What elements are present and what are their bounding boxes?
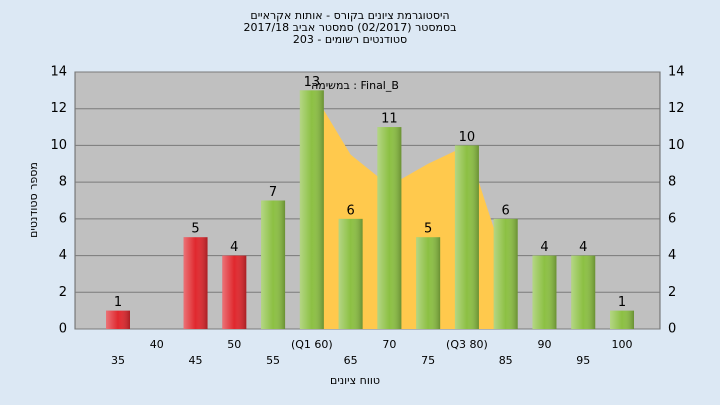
y-tick-label: 12 bbox=[50, 101, 67, 116]
y2-tick-label: 8 bbox=[668, 175, 676, 190]
bar-shade bbox=[571, 255, 596, 329]
y-tick-label: 14 bbox=[50, 65, 67, 80]
y-tick-label: 10 bbox=[50, 138, 67, 153]
x-tick-label: (Q3 80) bbox=[446, 338, 488, 351]
y-tick-label: 6 bbox=[59, 211, 67, 226]
value-label: 6 bbox=[346, 203, 354, 218]
x-tick-label: 50 bbox=[227, 338, 241, 351]
x-tick-label: 45 bbox=[189, 354, 203, 367]
value-label: 1 bbox=[114, 295, 122, 310]
value-label: 4 bbox=[579, 240, 587, 255]
y-tick-label: 8 bbox=[59, 175, 67, 190]
x-tick-label: 100 bbox=[612, 338, 633, 351]
bar-shade bbox=[454, 145, 479, 329]
x-tick-label: (Q1 60) bbox=[291, 338, 333, 351]
bar-shade bbox=[299, 90, 324, 329]
y2-tick-label: 6 bbox=[668, 211, 676, 226]
value-label: 4 bbox=[540, 240, 548, 255]
chart-title: בסמסטר (02/2017) סמסטר אביב 2017/18 bbox=[243, 21, 456, 34]
bar-shade bbox=[183, 237, 208, 329]
y2-tick-label: 0 bbox=[668, 322, 676, 337]
bar-shade bbox=[261, 200, 286, 329]
chart-title: היסטוגרמת ציונים בקורס - אותות אקראיים bbox=[250, 9, 449, 22]
x-tick-label: 40 bbox=[150, 338, 164, 351]
x-tick-label: 70 bbox=[382, 338, 396, 351]
value-label: 6 bbox=[502, 203, 510, 218]
x-tick-label: 85 bbox=[499, 354, 513, 367]
bar-shade bbox=[610, 310, 634, 329]
bar-shade bbox=[416, 237, 441, 329]
bar-shade bbox=[493, 218, 518, 329]
bar-shade bbox=[222, 255, 247, 329]
x-tick-label: 35 bbox=[111, 354, 125, 367]
y-axis-label: מספר סטודנטים bbox=[27, 162, 40, 238]
x-tick-label: 95 bbox=[576, 354, 590, 367]
y2-tick-label: 12 bbox=[668, 101, 685, 116]
y2-tick-label: 2 bbox=[668, 285, 676, 300]
bar-shade bbox=[106, 310, 130, 329]
value-label: 5 bbox=[424, 222, 432, 237]
chart-title: סטודנטים רשומים - 203 bbox=[293, 33, 407, 46]
value-label: 1 bbox=[618, 295, 626, 310]
x-axis-label: טווח ציונים bbox=[330, 374, 380, 387]
bar-shade bbox=[532, 255, 557, 329]
value-label: 13 bbox=[304, 75, 321, 90]
annotation: במשימה : Final_B bbox=[311, 79, 399, 92]
y-tick-label: 4 bbox=[59, 248, 67, 263]
bar-shade bbox=[338, 218, 363, 329]
y-tick-label: 0 bbox=[59, 322, 67, 337]
value-label: 4 bbox=[230, 240, 238, 255]
x-tick-label: 90 bbox=[537, 338, 551, 351]
y2-tick-label: 14 bbox=[668, 65, 685, 80]
y2-tick-label: 4 bbox=[668, 248, 676, 263]
value-label: 7 bbox=[269, 185, 277, 200]
y-tick-label: 2 bbox=[59, 285, 67, 300]
value-label: 10 bbox=[459, 130, 476, 145]
x-tick-label: 75 bbox=[421, 354, 435, 367]
value-label: 5 bbox=[191, 222, 199, 237]
y2-tick-label: 10 bbox=[668, 138, 685, 153]
x-tick-label: 65 bbox=[344, 354, 358, 367]
x-tick-label: 55 bbox=[266, 354, 280, 367]
bar-shade bbox=[377, 127, 402, 329]
value-label: 11 bbox=[381, 112, 398, 127]
